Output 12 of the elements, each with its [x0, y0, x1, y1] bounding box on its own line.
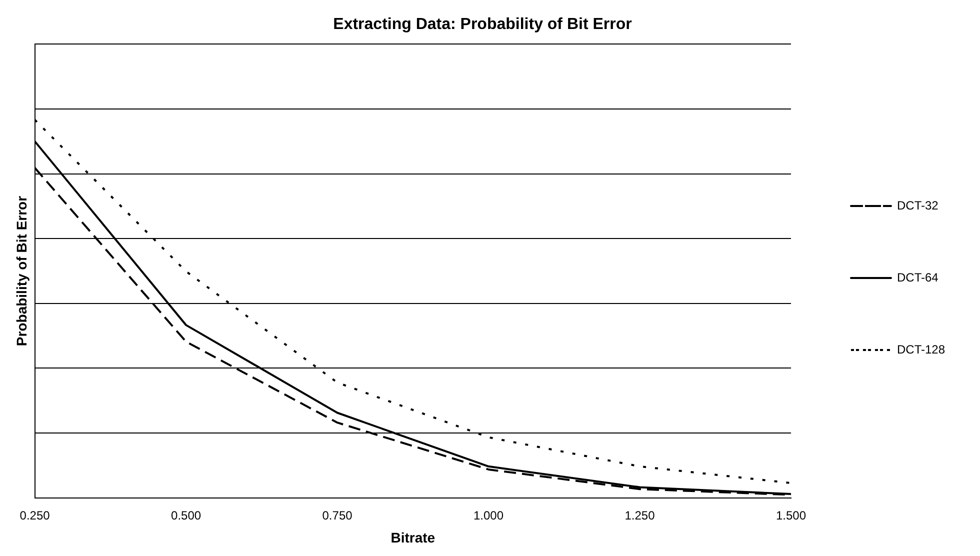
chart-title: Extracting Data: Probability of Bit Error [333, 16, 632, 34]
y-axis-title: Probability of Bit Error [13, 195, 30, 346]
x-tick-label: 0.500 [171, 508, 202, 522]
x-tick-label: 0.750 [322, 508, 353, 522]
x-tick-label: 1.250 [624, 508, 656, 522]
x-tick-label: 1.500 [776, 508, 806, 522]
x-tick-label: 1.000 [473, 508, 504, 522]
legend-label: DCT-64 [896, 270, 939, 284]
x-axis-title: Bitrate [390, 529, 436, 546]
legend-label: DCT-128 [896, 342, 946, 356]
x-tick-label: 0.250 [20, 508, 50, 522]
legend-label: DCT-32 [896, 198, 939, 212]
